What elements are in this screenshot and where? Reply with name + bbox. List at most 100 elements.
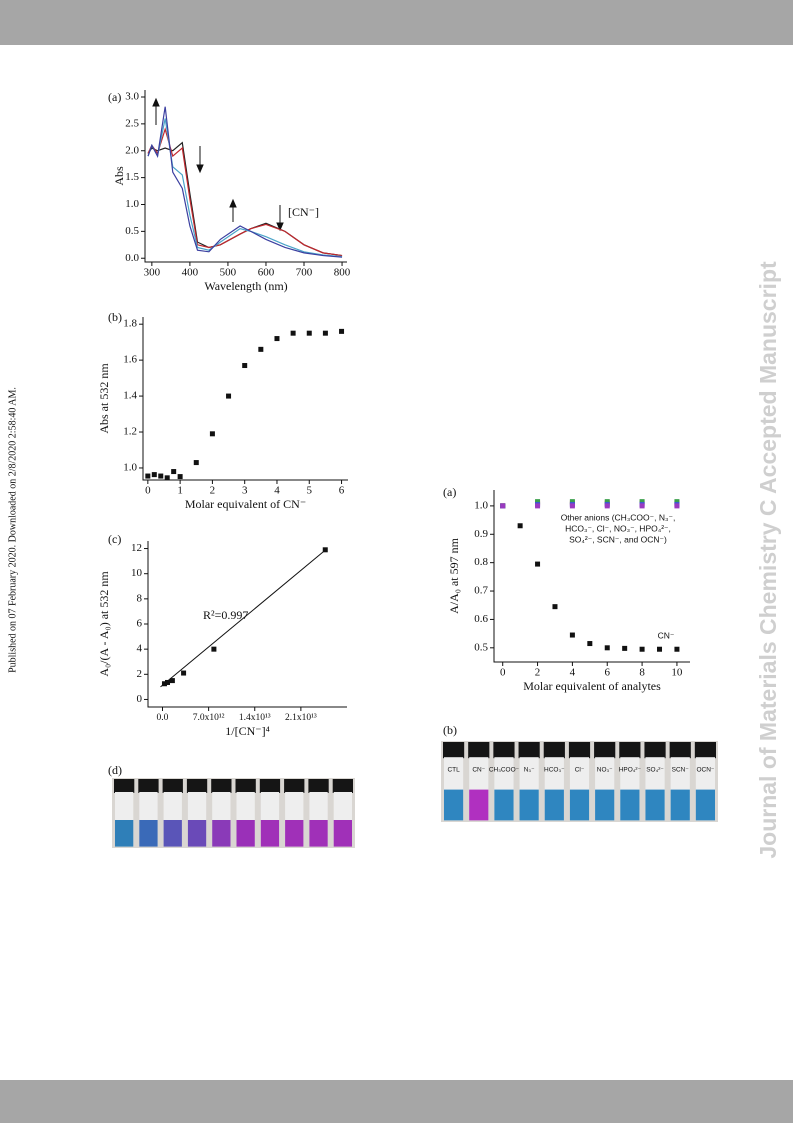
vial-solution bbox=[620, 789, 640, 821]
data-point bbox=[211, 646, 217, 652]
y-tick-label: 1.8 bbox=[123, 318, 137, 330]
vial-cap bbox=[543, 742, 565, 759]
annotation: R²=0.997 bbox=[203, 608, 248, 622]
panel-label: (c) bbox=[108, 532, 121, 546]
arrows bbox=[152, 97, 284, 232]
x-tick-label: 0 bbox=[500, 667, 506, 679]
panel-label: (d) bbox=[108, 763, 122, 777]
vial-solution bbox=[163, 820, 182, 847]
vial-cap bbox=[568, 742, 591, 759]
x-tick-label: 2.1x10¹³ bbox=[285, 713, 317, 723]
y-tick-label: 2.5 bbox=[125, 117, 139, 129]
data-point bbox=[639, 503, 645, 509]
annotation: [CN⁻] bbox=[288, 205, 319, 219]
vial-label: NO₃⁻ bbox=[597, 767, 613, 774]
y-tick-label: 2 bbox=[137, 668, 143, 680]
data-point bbox=[639, 499, 645, 505]
vial-cap bbox=[493, 742, 515, 759]
data-point bbox=[164, 475, 170, 481]
vial-solution bbox=[285, 820, 304, 847]
data-point bbox=[622, 645, 628, 651]
data-point bbox=[535, 503, 541, 509]
x-tick-label: 400 bbox=[182, 267, 199, 279]
data-point bbox=[274, 336, 280, 342]
vial-solution bbox=[333, 820, 352, 847]
panel-label: (b) bbox=[108, 310, 122, 324]
y-tick-label: 0 bbox=[137, 693, 143, 705]
x-tick-label: 500 bbox=[220, 267, 237, 279]
y-tick-label: 1.4 bbox=[123, 390, 137, 402]
spectrum-line bbox=[147, 106, 343, 258]
x-tick-label: 8 bbox=[639, 667, 645, 679]
data-point bbox=[165, 679, 171, 685]
data-point bbox=[674, 646, 680, 652]
data-point bbox=[674, 499, 680, 505]
data-point bbox=[569, 503, 575, 509]
vial-cap bbox=[138, 779, 159, 793]
y-tick-label: 6 bbox=[137, 618, 143, 630]
axes bbox=[147, 541, 347, 708]
x-axis-label: Molar equivalent of CN⁻ bbox=[185, 497, 306, 511]
y-tick-label: 8 bbox=[137, 592, 143, 604]
data-point bbox=[290, 330, 296, 336]
vial-cap bbox=[162, 779, 183, 793]
vial-solution bbox=[236, 820, 255, 847]
vial-cap bbox=[259, 779, 281, 793]
data-point bbox=[177, 474, 183, 480]
y-tick-label: 0.0 bbox=[125, 252, 139, 264]
data-point bbox=[604, 499, 610, 505]
vial-solution bbox=[260, 820, 280, 847]
vial-solution bbox=[645, 789, 665, 821]
annotation: CN⁻ bbox=[658, 630, 675, 640]
x-tick-label: 6 bbox=[604, 667, 610, 679]
vial-solution bbox=[595, 789, 615, 821]
x-tick-label: 800 bbox=[334, 267, 351, 279]
data-point bbox=[535, 561, 541, 567]
x-axis-label: Molar equivalent of analytes bbox=[523, 679, 661, 693]
x-tick-label: 4 bbox=[274, 485, 280, 497]
vial-cap bbox=[694, 742, 716, 759]
y-tick-label: 1.2 bbox=[123, 426, 137, 438]
vial-solution bbox=[695, 789, 715, 821]
y-tick-label: 1.6 bbox=[123, 354, 137, 366]
vial-label: HCO₃⁻ bbox=[544, 767, 565, 774]
y-axis-label: A/A₀ at 597 nm bbox=[447, 537, 461, 614]
vial-solution bbox=[544, 789, 564, 821]
vial-solution bbox=[469, 789, 489, 821]
y-tick-label: 0.8 bbox=[474, 556, 488, 568]
data-point bbox=[306, 330, 312, 336]
vial-cap bbox=[332, 779, 353, 793]
vial-label: SO₄²⁻ bbox=[646, 767, 664, 774]
y-tick-label: 0.5 bbox=[474, 641, 488, 653]
axes bbox=[142, 317, 348, 481]
panel-label: (a) bbox=[108, 90, 121, 104]
vial-cap bbox=[308, 779, 329, 793]
vial-solution bbox=[569, 789, 590, 821]
annotation: HCO₃⁻, Cl⁻, NO₃⁻, HPO₄²⁻, bbox=[565, 523, 671, 533]
vial-cap bbox=[284, 779, 305, 793]
data-point bbox=[639, 646, 645, 652]
data-point bbox=[193, 460, 199, 466]
vial-cap bbox=[518, 742, 540, 759]
y-axis-label: A₀/(A - A₀) at 532 nm bbox=[97, 571, 111, 677]
x-tick-label: 5 bbox=[307, 485, 313, 497]
x-tick-label: 1.4x10¹³ bbox=[239, 713, 271, 723]
vial-cap bbox=[114, 779, 135, 793]
vial-cap bbox=[186, 779, 208, 793]
vial-solution bbox=[670, 789, 690, 821]
y-axis-label: Abs at 532 nm bbox=[97, 363, 111, 434]
vial-cap bbox=[235, 779, 256, 793]
data-point bbox=[169, 678, 175, 684]
data-point bbox=[161, 681, 167, 687]
vial-label: OCN⁻ bbox=[696, 767, 714, 774]
vial-cap bbox=[468, 742, 490, 759]
annotation: Other anions (CH₃COO⁻, N₃⁻, bbox=[561, 512, 676, 522]
y-tick-label: 0.7 bbox=[474, 585, 488, 597]
y-tick-label: 0.5 bbox=[125, 225, 139, 237]
vial-solution bbox=[212, 820, 231, 847]
vial-label: N₃⁻ bbox=[524, 767, 535, 774]
vial-label: Cl⁻ bbox=[575, 767, 585, 774]
x-tick-label: 10 bbox=[671, 667, 683, 679]
data-point bbox=[151, 472, 157, 478]
